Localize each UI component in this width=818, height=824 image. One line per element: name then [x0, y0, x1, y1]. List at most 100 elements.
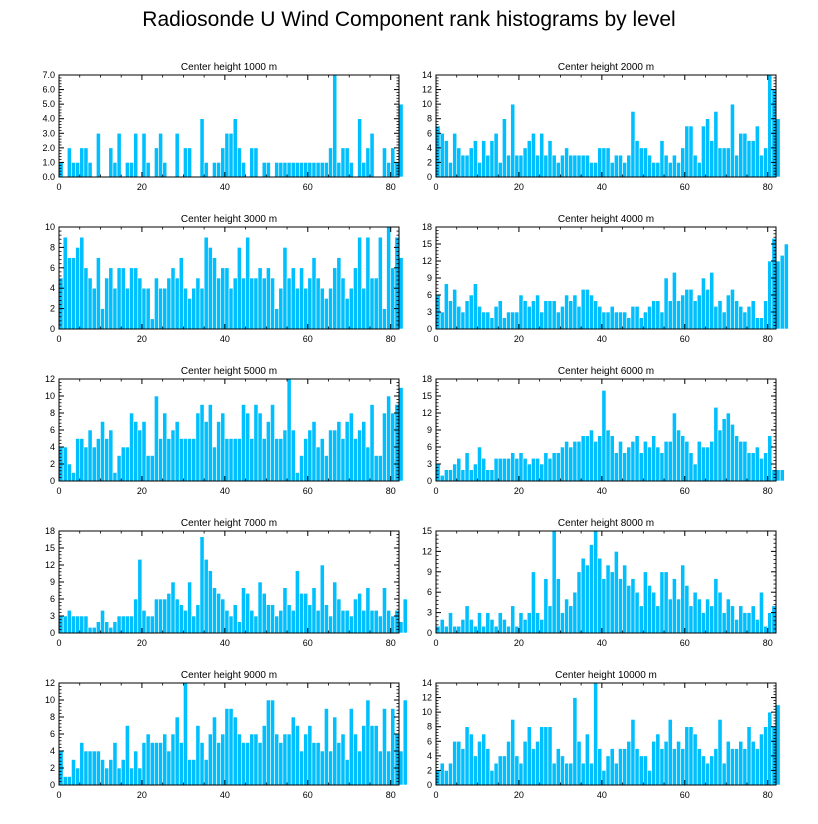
histogram-bar	[348, 615, 354, 634]
histogram-bar	[332, 267, 338, 330]
histogram-bar	[609, 748, 615, 786]
histogram-bar	[328, 429, 333, 482]
y-tick-label: 12	[422, 693, 432, 703]
histogram-bar	[340, 277, 346, 330]
histogram-bar	[83, 147, 89, 178]
y-tick-label: 3.0	[42, 128, 55, 138]
histogram-bar	[605, 147, 611, 178]
histogram-bar	[116, 132, 122, 178]
y-tick-label: 4	[427, 143, 432, 153]
histogram-bar	[522, 300, 528, 330]
histogram-bar	[584, 289, 590, 330]
histogram-bar	[270, 277, 275, 330]
histogram-bar	[560, 612, 565, 634]
histogram-bar	[609, 306, 615, 330]
histogram-bar	[605, 311, 611, 330]
y-tick-label: 6	[50, 425, 55, 435]
histogram-bar	[75, 438, 81, 482]
histogram-bar	[158, 438, 163, 482]
histogram-bar	[580, 557, 586, 634]
histogram-bar	[754, 446, 760, 482]
histogram-bar	[643, 571, 648, 634]
histogram-bar	[278, 438, 284, 482]
histogram-bar	[75, 247, 81, 330]
histogram-bar	[319, 750, 325, 786]
y-tick-label: 0	[427, 628, 432, 638]
histogram-bar	[468, 733, 474, 786]
histogram-bar	[717, 719, 723, 786]
histogram-bar	[754, 748, 760, 786]
histogram-bar	[535, 458, 540, 482]
histogram-bar	[750, 140, 756, 178]
histogram-bar	[295, 725, 300, 786]
histogram-bar	[75, 162, 81, 178]
histogram-bar	[477, 740, 482, 786]
y-tick-label: 7.0	[42, 70, 55, 80]
histogram-bar	[220, 598, 226, 634]
histogram-bar	[551, 452, 557, 482]
histogram-bar	[278, 162, 284, 178]
histogram-bar	[663, 154, 669, 178]
histogram-bar	[593, 682, 599, 786]
histogram-bar	[116, 615, 122, 634]
histogram-bar	[332, 716, 338, 786]
x-tick-label: 80	[763, 334, 773, 344]
histogram-bar	[382, 587, 387, 634]
histogram-bar	[357, 118, 362, 178]
histogram-bar	[232, 716, 238, 786]
histogram-bar	[659, 140, 665, 178]
histogram-bar	[91, 750, 97, 786]
histogram-bar	[481, 625, 487, 634]
histogram-bar	[282, 733, 288, 786]
histogram-bar	[580, 154, 586, 178]
histogram-bar	[543, 726, 549, 786]
histogram-bar	[452, 740, 458, 786]
histogram-bar	[311, 257, 317, 330]
histogram-bar	[390, 615, 396, 634]
histogram-bar	[464, 452, 470, 482]
histogram-bar	[659, 311, 665, 330]
histogram-bar	[597, 748, 603, 786]
histogram-bar	[212, 587, 217, 634]
histogram-bar	[348, 412, 354, 482]
y-tick-label: 4.0	[42, 114, 55, 124]
y-tick-label: 6	[427, 128, 432, 138]
histogram-bar	[651, 740, 657, 786]
histogram-bar	[547, 605, 553, 634]
histogram-bar	[634, 435, 640, 482]
panel-3: Center height 3000 m 0 20 40 60 80 0 2 4 6 8 10	[45, 214, 404, 344]
histogram-bar	[178, 438, 184, 482]
histogram-bar	[531, 571, 536, 634]
histogram-bar	[746, 306, 752, 330]
histogram-bar	[709, 272, 715, 330]
histogram-bar	[369, 404, 375, 482]
histogram-bar	[299, 267, 304, 330]
y-tick-label: 6	[50, 263, 55, 273]
x-tick-label: 80	[763, 790, 773, 800]
x-tick-label: 60	[303, 638, 313, 648]
panel-8: Center height 8000 m 0 20 40 60 80 0 3 6 9 12 15	[422, 518, 777, 648]
histogram-bar	[555, 311, 561, 330]
histogram-bar	[692, 733, 698, 786]
histogram-bar	[199, 742, 205, 786]
x-tick-label: 0	[56, 790, 61, 800]
histogram-bar	[402, 598, 408, 634]
histogram-bar	[96, 132, 101, 178]
histogram-bar	[232, 277, 238, 330]
histogram-bar	[473, 463, 478, 482]
histogram-bar	[543, 578, 549, 634]
histogram-bar	[622, 162, 628, 178]
histogram-bar	[709, 441, 715, 482]
histogram-bar	[377, 455, 383, 482]
y-tick-label: 6	[50, 729, 55, 739]
histogram-bar	[725, 147, 731, 178]
histogram-bar	[220, 147, 226, 178]
histogram-bar	[104, 621, 110, 634]
histogram-bar	[518, 762, 524, 786]
histogram-bar	[365, 587, 371, 634]
histogram-bar	[261, 277, 267, 330]
x-tick-label: 60	[680, 486, 690, 496]
histogram-bar	[315, 610, 321, 634]
histogram-bar	[166, 277, 172, 330]
histogram-bar	[299, 593, 304, 634]
